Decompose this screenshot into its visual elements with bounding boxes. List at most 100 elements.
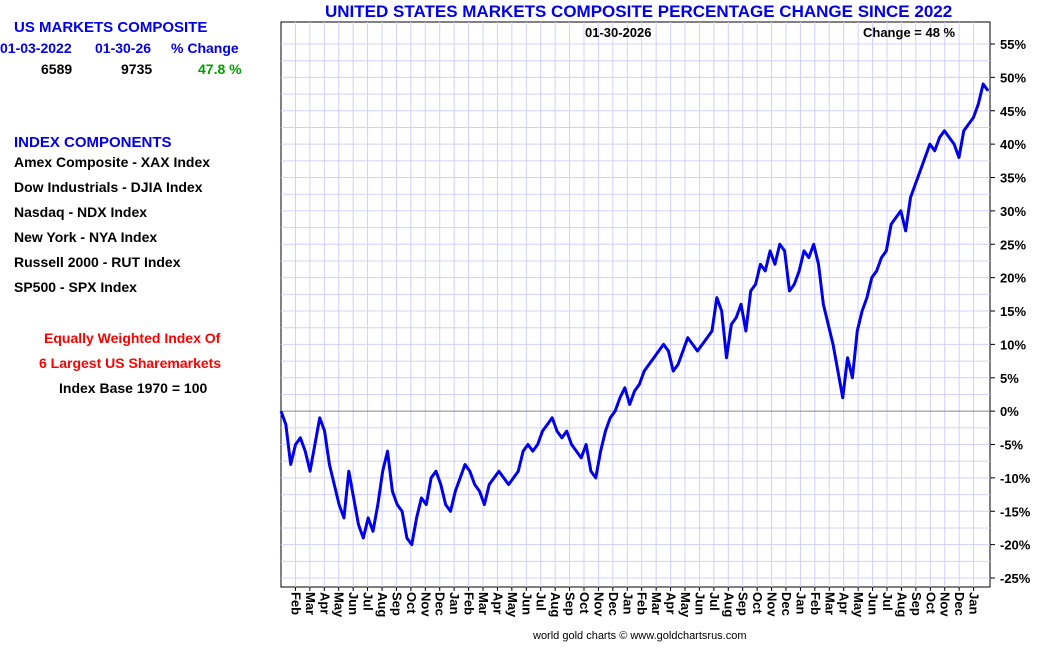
data-point xyxy=(890,223,892,225)
data-point xyxy=(483,504,485,506)
data-point xyxy=(924,156,926,158)
col-start: 01-03-2022 xyxy=(0,40,72,56)
data-point xyxy=(716,297,718,299)
data-point xyxy=(459,477,461,479)
data-point xyxy=(527,444,529,445)
y-tick-label: -5% xyxy=(1000,438,1024,453)
data-point xyxy=(624,387,626,389)
data-point xyxy=(493,477,495,479)
data-point xyxy=(629,403,631,405)
x-tick-label: Nov xyxy=(938,592,953,617)
x-tick-label: May xyxy=(678,592,693,618)
data-point xyxy=(963,130,965,132)
data-point xyxy=(972,116,974,118)
data-point xyxy=(934,150,936,152)
x-tick-label: Dec xyxy=(606,592,621,616)
x-tick-label: Apr xyxy=(317,592,332,614)
data-point xyxy=(634,390,635,392)
x-tick-label: Feb xyxy=(462,592,477,615)
data-point xyxy=(561,437,563,439)
data-point xyxy=(943,130,945,132)
data-point xyxy=(464,464,466,466)
component-item: SP500 - SPX Index xyxy=(14,279,137,295)
data-point xyxy=(571,444,573,445)
data-point xyxy=(653,357,655,359)
data-point xyxy=(377,504,379,506)
data-point xyxy=(580,457,582,459)
data-point xyxy=(822,303,824,305)
y-tick-label: 5% xyxy=(1000,371,1019,386)
data-point xyxy=(658,350,660,352)
x-tick-label: Jan xyxy=(620,592,635,614)
end-value: 9735 xyxy=(121,61,153,77)
note-3: Index Base 1970 = 100 xyxy=(59,380,208,396)
data-point xyxy=(837,370,839,372)
y-tick-label: 10% xyxy=(1000,337,1026,352)
data-point xyxy=(406,537,408,539)
data-point xyxy=(488,484,490,486)
data-point xyxy=(648,363,650,365)
x-tick-label: Jul xyxy=(707,592,722,611)
panel-title: US MARKETS COMPOSITE xyxy=(14,19,208,36)
data-point xyxy=(842,397,844,399)
y-tick-label: -10% xyxy=(1000,471,1031,486)
x-tick-label: Jun xyxy=(692,592,707,615)
data-point xyxy=(396,504,398,506)
x-tick-label: Jan xyxy=(793,592,808,614)
data-point xyxy=(522,450,524,452)
data-point xyxy=(604,430,606,432)
start-value: 6589 xyxy=(41,61,73,77)
x-tick-label: Apr xyxy=(490,592,505,614)
data-point xyxy=(793,283,795,285)
x-tick-label: Feb xyxy=(635,592,650,615)
data-point xyxy=(304,450,306,452)
data-point xyxy=(353,497,355,499)
data-point xyxy=(813,243,815,245)
data-point xyxy=(314,444,316,445)
data-point xyxy=(382,470,384,472)
x-tick-label: Nov xyxy=(765,592,780,617)
data-point xyxy=(541,430,543,432)
x-tick-label: Aug xyxy=(375,592,390,617)
data-point xyxy=(556,430,558,432)
y-tick-label: 0% xyxy=(1000,404,1019,419)
data-point xyxy=(663,343,665,345)
data-point xyxy=(411,544,413,546)
data-point xyxy=(280,410,282,412)
x-tick-label: Aug xyxy=(721,592,736,617)
x-tick-label: Oct xyxy=(923,592,938,614)
data-point xyxy=(832,343,834,345)
data-point xyxy=(827,323,829,325)
data-point xyxy=(420,497,422,499)
data-point xyxy=(905,230,907,232)
data-point xyxy=(474,484,476,486)
x-tick-label: Sep xyxy=(909,592,924,616)
data-point xyxy=(532,450,534,452)
data-point xyxy=(919,170,921,172)
data-point xyxy=(454,490,456,492)
data-point xyxy=(759,263,761,265)
data-point xyxy=(856,330,858,332)
x-tick-label: Nov xyxy=(591,592,606,617)
data-point xyxy=(324,430,326,432)
data-point xyxy=(585,444,587,445)
col-change: % Change xyxy=(171,40,239,56)
data-point xyxy=(416,517,418,519)
data-point xyxy=(372,530,374,532)
y-tick-label: -25% xyxy=(1000,571,1031,586)
component-item: Amex Composite - XAX Index xyxy=(14,154,211,170)
y-tick-label: 40% xyxy=(1000,137,1026,152)
data-point xyxy=(885,250,887,252)
data-point xyxy=(445,504,447,506)
x-tick-label: Aug xyxy=(894,592,909,617)
data-point xyxy=(735,317,737,319)
data-point xyxy=(614,410,616,412)
data-point xyxy=(391,490,393,492)
y-tick-label: 20% xyxy=(1000,271,1026,286)
data-point xyxy=(290,464,292,466)
y-tick-label: 30% xyxy=(1000,204,1026,219)
data-point xyxy=(546,423,548,425)
data-point xyxy=(333,484,335,486)
data-point xyxy=(939,136,941,138)
